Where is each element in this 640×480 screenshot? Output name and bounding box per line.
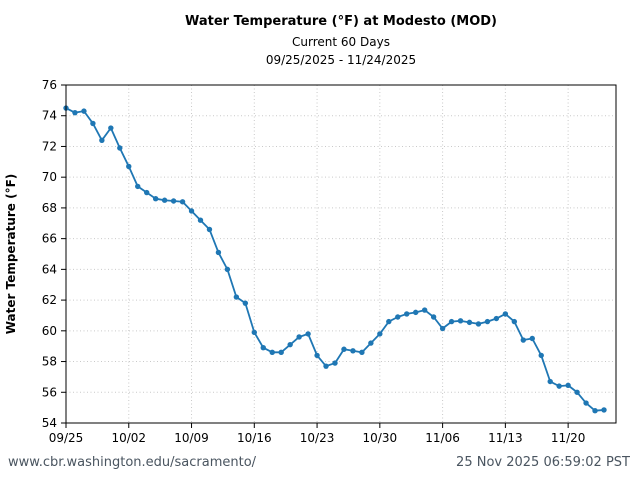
data-point xyxy=(404,311,410,317)
data-point xyxy=(386,318,392,325)
y-tick-label: 66 xyxy=(42,232,57,246)
x-tick-label: 10/30 xyxy=(363,431,398,445)
y-tick-label: 58 xyxy=(42,355,57,369)
data-point xyxy=(556,383,562,389)
data-point xyxy=(314,352,320,359)
data-point xyxy=(144,189,150,196)
chart-title: Water Temperature (°F) at Modesto (MOD) xyxy=(185,14,497,29)
y-tick-label: 74 xyxy=(42,109,57,123)
x-tick-label: 11/20 xyxy=(551,431,586,445)
data-point xyxy=(305,331,311,337)
y-tick-label: 62 xyxy=(42,293,57,307)
data-point xyxy=(413,309,419,316)
data-point xyxy=(502,311,509,317)
y-tick-label: 60 xyxy=(42,324,57,338)
data-point xyxy=(117,145,123,151)
data-point xyxy=(511,318,518,325)
data-point xyxy=(135,183,141,190)
data-point xyxy=(457,318,464,324)
data-point xyxy=(233,294,240,300)
data-point xyxy=(493,315,500,322)
footer-url: www.cbr.washington.edu/sacramento/ xyxy=(8,454,257,470)
y-tick-label: 54 xyxy=(42,416,57,430)
data-point xyxy=(296,334,302,340)
data-point xyxy=(475,321,482,327)
data-series xyxy=(63,105,607,414)
data-point xyxy=(242,300,249,306)
data-point xyxy=(529,335,535,342)
data-point xyxy=(188,208,195,214)
data-point xyxy=(574,389,580,395)
chart-subtitle: Current 60 Days xyxy=(292,35,390,49)
data-point xyxy=(421,307,428,313)
x-tick-label: 09/25 xyxy=(49,431,84,445)
data-point xyxy=(161,197,168,203)
x-tick-label: 10/02 xyxy=(111,431,146,445)
y-tick-label: 68 xyxy=(42,201,57,215)
data-point xyxy=(448,318,455,325)
chart-date-range: 09/25/2025 - 11/24/2025 xyxy=(266,53,416,67)
data-point xyxy=(260,345,266,351)
data-point xyxy=(90,120,96,127)
data-point xyxy=(350,348,356,354)
data-point xyxy=(323,363,329,369)
data-point xyxy=(439,325,446,332)
data-point xyxy=(99,137,105,144)
data-point xyxy=(72,109,78,116)
footer-bar: www.cbr.washington.edu/sacramento/ 25 No… xyxy=(0,448,640,480)
data-point xyxy=(565,382,571,389)
data-point xyxy=(520,337,526,343)
y-tick-label: 76 xyxy=(42,78,57,92)
y-tick-label: 72 xyxy=(42,139,57,153)
y-tick-label: 70 xyxy=(42,170,57,184)
data-point xyxy=(466,319,473,326)
data-point xyxy=(359,349,365,356)
data-point xyxy=(368,340,374,346)
data-point xyxy=(395,314,401,320)
gridlines xyxy=(66,84,616,423)
data-point xyxy=(81,108,87,114)
data-point xyxy=(179,199,186,205)
data-point xyxy=(547,378,553,385)
data-point xyxy=(206,226,213,233)
data-point xyxy=(108,125,114,131)
data-point xyxy=(592,408,598,414)
data-point xyxy=(601,407,607,413)
water-temperature-chart: Water Temperature (°F) at Modesto (MOD) … xyxy=(4,14,617,445)
data-point xyxy=(170,198,177,204)
plot-svg: Water Temperature (°F) at Modesto (MOD) … xyxy=(4,14,617,445)
data-point xyxy=(287,341,293,348)
data-point xyxy=(538,352,544,359)
y-tick-label: 56 xyxy=(42,385,57,399)
y-tick-label: 64 xyxy=(42,262,57,276)
y-axis-label: Water Temperature (°F) xyxy=(4,174,18,335)
data-point xyxy=(215,249,222,256)
data-point xyxy=(484,318,491,325)
axes: 54 56 58 60 62 64 66 68 70 72 74 76 09/25 10/02 10/09 1… xyxy=(42,78,617,445)
x-tick-label: 11/06 xyxy=(425,431,460,445)
data-point xyxy=(430,314,437,320)
data-point xyxy=(152,195,159,202)
footer-timestamp: 25 Nov 2025 06:59:02 PST xyxy=(456,454,630,470)
data-point xyxy=(251,329,257,336)
data-point xyxy=(224,266,231,273)
data-point xyxy=(583,400,589,406)
data-point xyxy=(126,163,132,170)
data-point xyxy=(197,217,204,223)
x-tick-label: 10/16 xyxy=(237,431,272,445)
x-tick-label: 10/09 xyxy=(174,431,209,445)
data-point xyxy=(377,331,383,337)
data-point xyxy=(341,346,347,352)
data-point xyxy=(269,349,275,356)
x-tick-label: 11/13 xyxy=(488,431,523,445)
data-point xyxy=(332,360,338,366)
data-point xyxy=(278,349,284,356)
x-tick-label: 10/23 xyxy=(300,431,335,445)
